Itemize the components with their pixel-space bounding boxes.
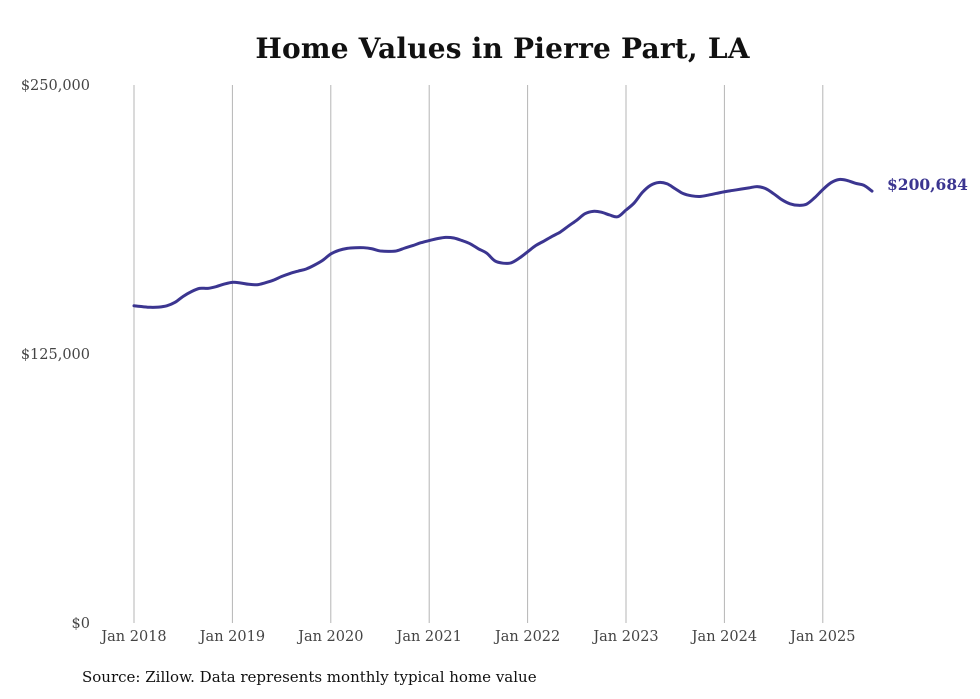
y-tick-label: $125,000 bbox=[21, 347, 90, 363]
x-tick-label: Jan 2019 bbox=[198, 629, 265, 645]
y-tick-label: $0 bbox=[72, 616, 90, 632]
x-tick-label: Jan 2021 bbox=[395, 629, 462, 645]
series-line-home-value bbox=[132, 177, 874, 309]
x-tick-label: Jan 2025 bbox=[788, 629, 855, 645]
x-tick-label: Jan 2020 bbox=[296, 629, 363, 645]
chart-source-note: Source: Zillow. Data represents monthly … bbox=[82, 668, 537, 686]
chart-title: Home Values in Pierre Part, LA bbox=[255, 32, 750, 65]
y-tick-label: $250,000 bbox=[21, 78, 90, 94]
end-value-label: $200,684 bbox=[887, 175, 968, 194]
x-tick-label: Jan 2023 bbox=[591, 629, 658, 645]
x-tick-label: Jan 2018 bbox=[99, 629, 166, 645]
x-tick-label: Jan 2022 bbox=[493, 629, 560, 645]
y-axis-ticks: $0 $125,000 $250,000 bbox=[21, 78, 90, 632]
x-axis-ticks: Jan 2018 Jan 2019 Jan 2020 Jan 2021 Jan 2022… bbox=[99, 629, 855, 645]
gridlines bbox=[133, 85, 824, 623]
x-tick-label: Jan 2024 bbox=[690, 629, 757, 645]
